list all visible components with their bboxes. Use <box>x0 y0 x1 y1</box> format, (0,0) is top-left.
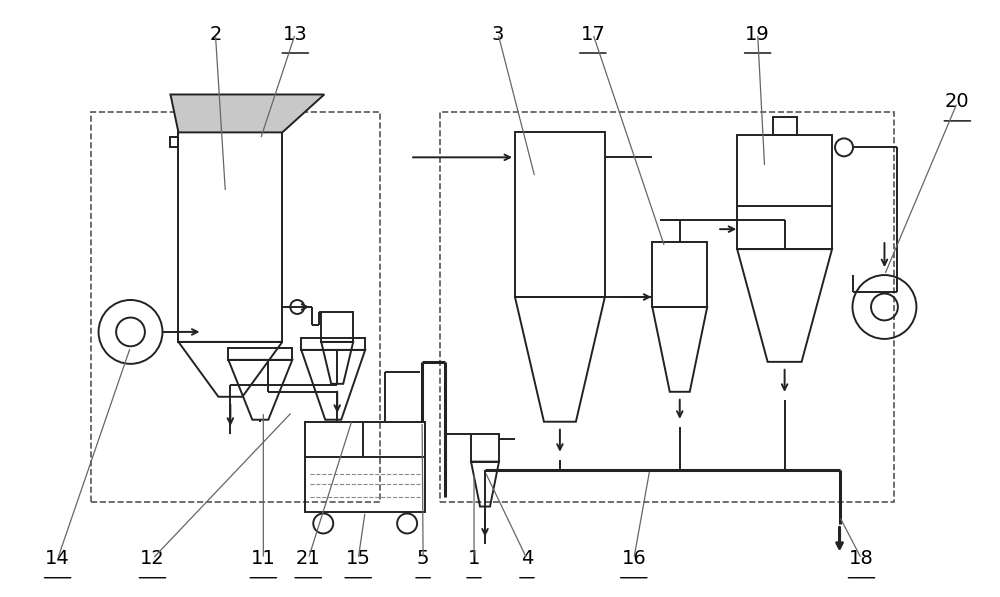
Text: 17: 17 <box>580 24 605 44</box>
Text: 20: 20 <box>945 93 970 112</box>
Text: 3: 3 <box>492 24 504 44</box>
Text: 2: 2 <box>209 24 222 44</box>
Text: 1: 1 <box>468 549 480 568</box>
Text: 15: 15 <box>346 549 371 568</box>
Polygon shape <box>170 94 324 133</box>
Bar <box>228 348 292 360</box>
Bar <box>178 133 282 342</box>
Text: 21: 21 <box>296 549 321 568</box>
Bar <box>170 137 178 147</box>
Text: 14: 14 <box>45 549 70 568</box>
Bar <box>652 242 707 307</box>
Text: 16: 16 <box>621 549 646 568</box>
Text: 12: 12 <box>140 549 165 568</box>
Bar <box>305 421 425 512</box>
Text: 11: 11 <box>251 549 276 568</box>
Bar <box>91 112 380 501</box>
Text: 5: 5 <box>417 549 429 568</box>
Text: 18: 18 <box>849 549 874 568</box>
Bar <box>321 312 353 342</box>
Bar <box>737 136 832 249</box>
Bar <box>301 338 365 350</box>
Text: 13: 13 <box>283 24 308 44</box>
Text: 4: 4 <box>521 549 533 568</box>
Bar <box>471 433 499 461</box>
Bar <box>515 133 605 297</box>
Text: 19: 19 <box>745 24 770 44</box>
Bar <box>773 118 797 136</box>
Bar <box>440 112 894 501</box>
